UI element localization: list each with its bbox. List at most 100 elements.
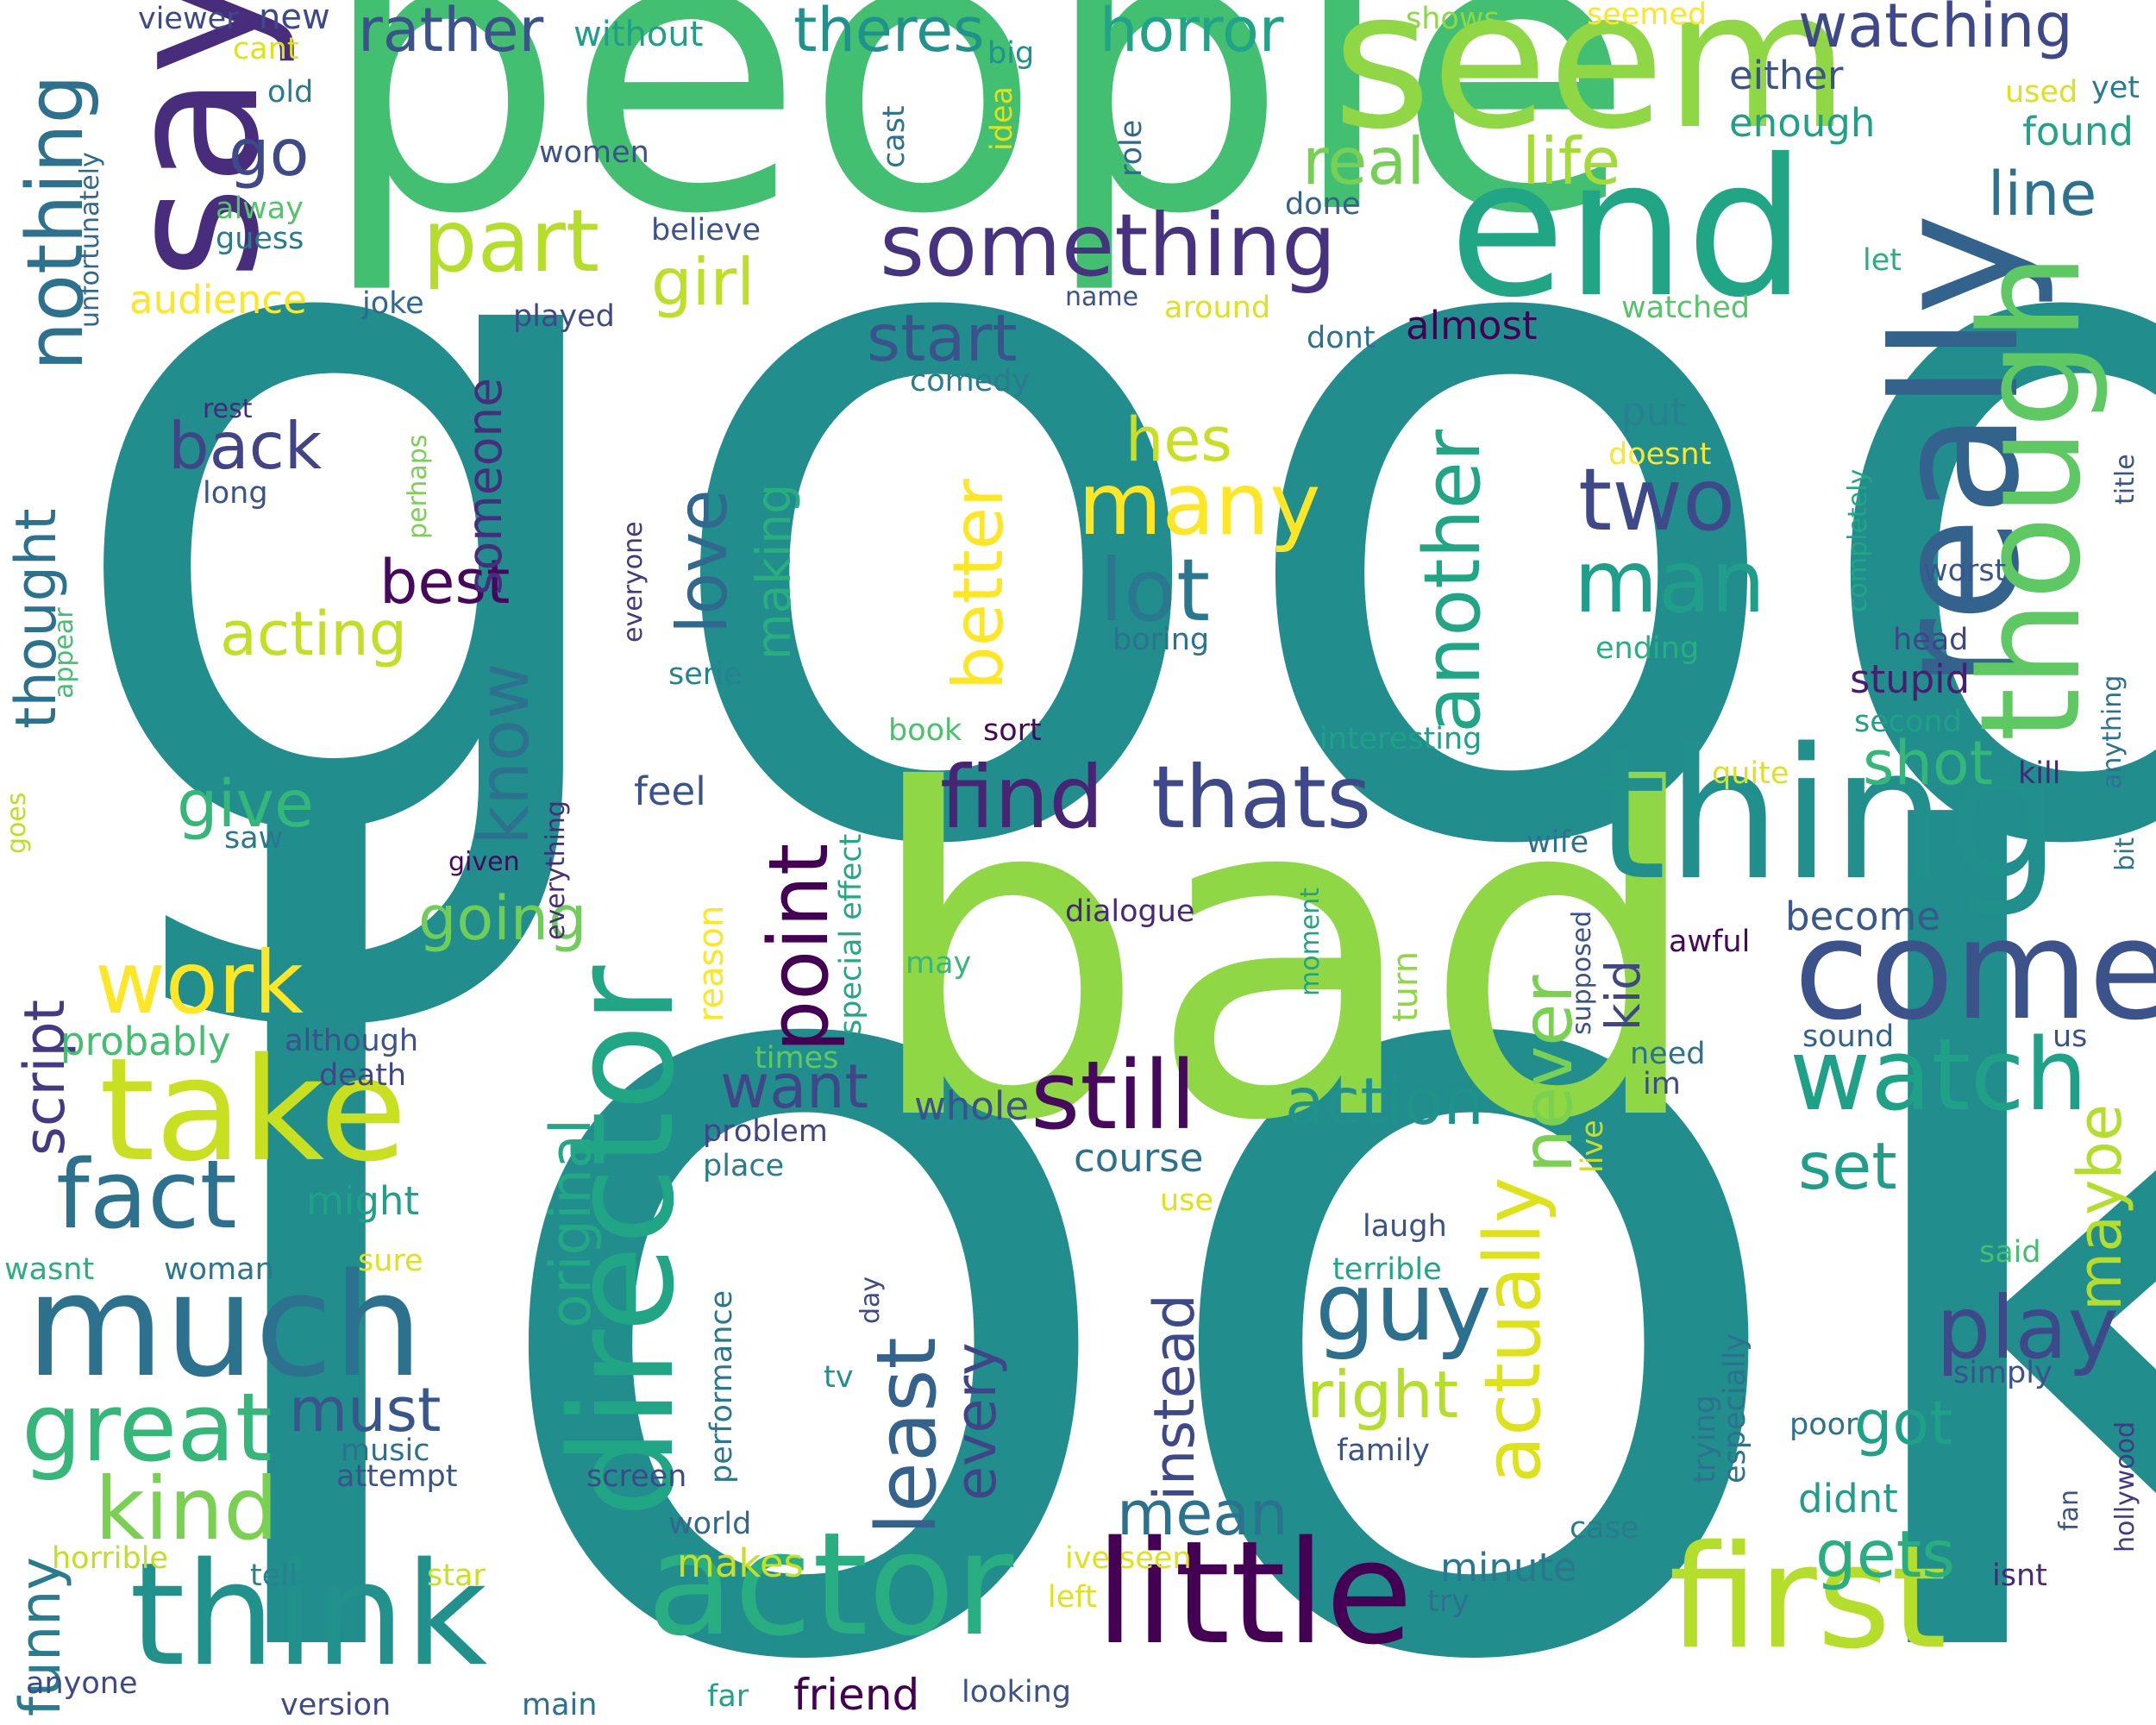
word-dont: dont — [1307, 321, 1376, 355]
word-man: man — [1574, 531, 1766, 632]
word-come: come — [1794, 889, 2156, 1051]
word-watching: watching — [1798, 0, 2073, 61]
word-bad: bad — [862, 696, 1707, 1219]
word-end: end — [1449, 118, 1807, 339]
word-either: either — [1729, 53, 1844, 98]
word-right: right — [1307, 1357, 1459, 1433]
word-theres: theres — [793, 0, 985, 66]
word-actually: actually — [1468, 1176, 1558, 1484]
word-thats: thats — [1151, 747, 1372, 848]
word-try: try — [1427, 1584, 1470, 1619]
word-love: love — [662, 489, 743, 634]
word-action: action — [1285, 1063, 1484, 1139]
word-completely: completely — [1843, 468, 1873, 612]
word-going: going — [418, 883, 587, 954]
word-sort: sort — [983, 713, 1042, 748]
word-play: play — [1936, 1277, 2119, 1378]
word-guy: guy — [1315, 1251, 1492, 1362]
word-line: line — [1988, 159, 2097, 229]
word-supposed: supposed — [1567, 910, 1597, 1035]
word-want: want — [720, 1051, 868, 1122]
word-shows: shows — [1406, 2, 1500, 36]
word-trying: trying — [1688, 1395, 1722, 1484]
word-left: left — [1048, 1580, 1097, 1615]
word-kind: kind — [95, 1458, 279, 1559]
word-second: second — [1854, 705, 1962, 739]
word-might: might — [306, 1178, 420, 1224]
word-around: around — [1164, 291, 1271, 325]
word-seem: seem — [1332, 0, 1850, 171]
word-know: know — [464, 662, 544, 845]
word-great: great — [22, 1372, 273, 1483]
word-first: first — [1669, 1515, 1947, 1680]
word-death: death — [319, 1058, 407, 1093]
word-stupid: stupid — [1850, 656, 1971, 702]
word-unfortunately: unfortunately — [75, 152, 105, 328]
word-given: given — [448, 847, 520, 877]
word-laugh: laugh — [1363, 1209, 1447, 1244]
word-looking: looking — [962, 1675, 1071, 1709]
word-live: live — [1576, 1120, 1610, 1173]
word-use: use — [1160, 1183, 1213, 1218]
word-audience: audience — [129, 277, 307, 323]
word-someone: someone — [457, 377, 512, 595]
word-watch: watch — [1789, 1018, 2088, 1133]
word-become: become — [1785, 894, 1941, 939]
word-actor: actor — [647, 1502, 1014, 1667]
word-rather: rather — [358, 0, 544, 66]
word-find: find — [940, 747, 1104, 848]
word-instead: instead — [1143, 1294, 1207, 1501]
word-goes: goes — [2, 792, 32, 854]
word-turn: turn — [1386, 950, 1426, 1022]
word-anything: anything — [2097, 674, 2128, 789]
word-reason: reason — [692, 905, 731, 1022]
word-better: better — [938, 479, 1018, 690]
word-shot: shot — [1863, 728, 1994, 799]
word-boring: boring — [1112, 623, 1210, 657]
word-cant: cant — [233, 32, 299, 66]
word-minute: minute — [1440, 1545, 1577, 1590]
word-title: title — [2110, 454, 2140, 505]
word-woman: woman — [164, 1252, 274, 1287]
word-dialogue: dialogue — [1065, 894, 1195, 929]
word-whole: whole — [914, 1083, 1030, 1129]
word-enough: enough — [1729, 100, 1876, 146]
word-although: although — [285, 1024, 419, 1058]
word-im: im — [1643, 1067, 1681, 1101]
word-sure: sure — [358, 1244, 423, 1278]
word-awful: awful — [1669, 925, 1751, 959]
word-give: give — [177, 766, 314, 842]
word-special effect: special effect — [834, 833, 868, 1035]
word-everything: everything — [541, 800, 571, 940]
word-alway: alway — [216, 191, 304, 226]
word-almost: almost — [1406, 303, 1538, 348]
word-performance: performance — [705, 1289, 739, 1484]
word-old: old — [267, 75, 314, 110]
word-look: look — [164, 625, 2156, 1725]
word-kill: kill — [2018, 756, 2061, 791]
word-done: done — [1285, 187, 1361, 222]
word-joke: joke — [362, 286, 424, 321]
word-day: day — [856, 1276, 886, 1324]
word-especially: especially — [1718, 1333, 1752, 1484]
word-terrible: terrible — [1332, 1252, 1442, 1287]
word-think: think — [129, 1532, 488, 1697]
word-head: head — [1893, 623, 1969, 657]
word-anyone: anyone — [26, 1666, 138, 1701]
word-work: work — [95, 932, 304, 1033]
word-making: making — [746, 483, 801, 660]
word-role: role — [1114, 119, 1149, 177]
word-perhaps: perhaps — [403, 434, 433, 539]
word-rest: rest — [203, 394, 253, 424]
word-two: two — [1578, 449, 1736, 550]
word-maybe: maybe — [2065, 1103, 2135, 1311]
word-idea: idea — [985, 86, 1019, 151]
word-book: book — [888, 713, 962, 748]
word-thing: thing — [1595, 709, 2062, 920]
word-yet: yet — [2091, 71, 2140, 105]
word-family: family — [1337, 1433, 1431, 1468]
word-probably: probably — [60, 1019, 231, 1064]
word-friend: friend — [793, 1670, 920, 1720]
word-mean: mean — [1117, 1478, 1288, 1549]
